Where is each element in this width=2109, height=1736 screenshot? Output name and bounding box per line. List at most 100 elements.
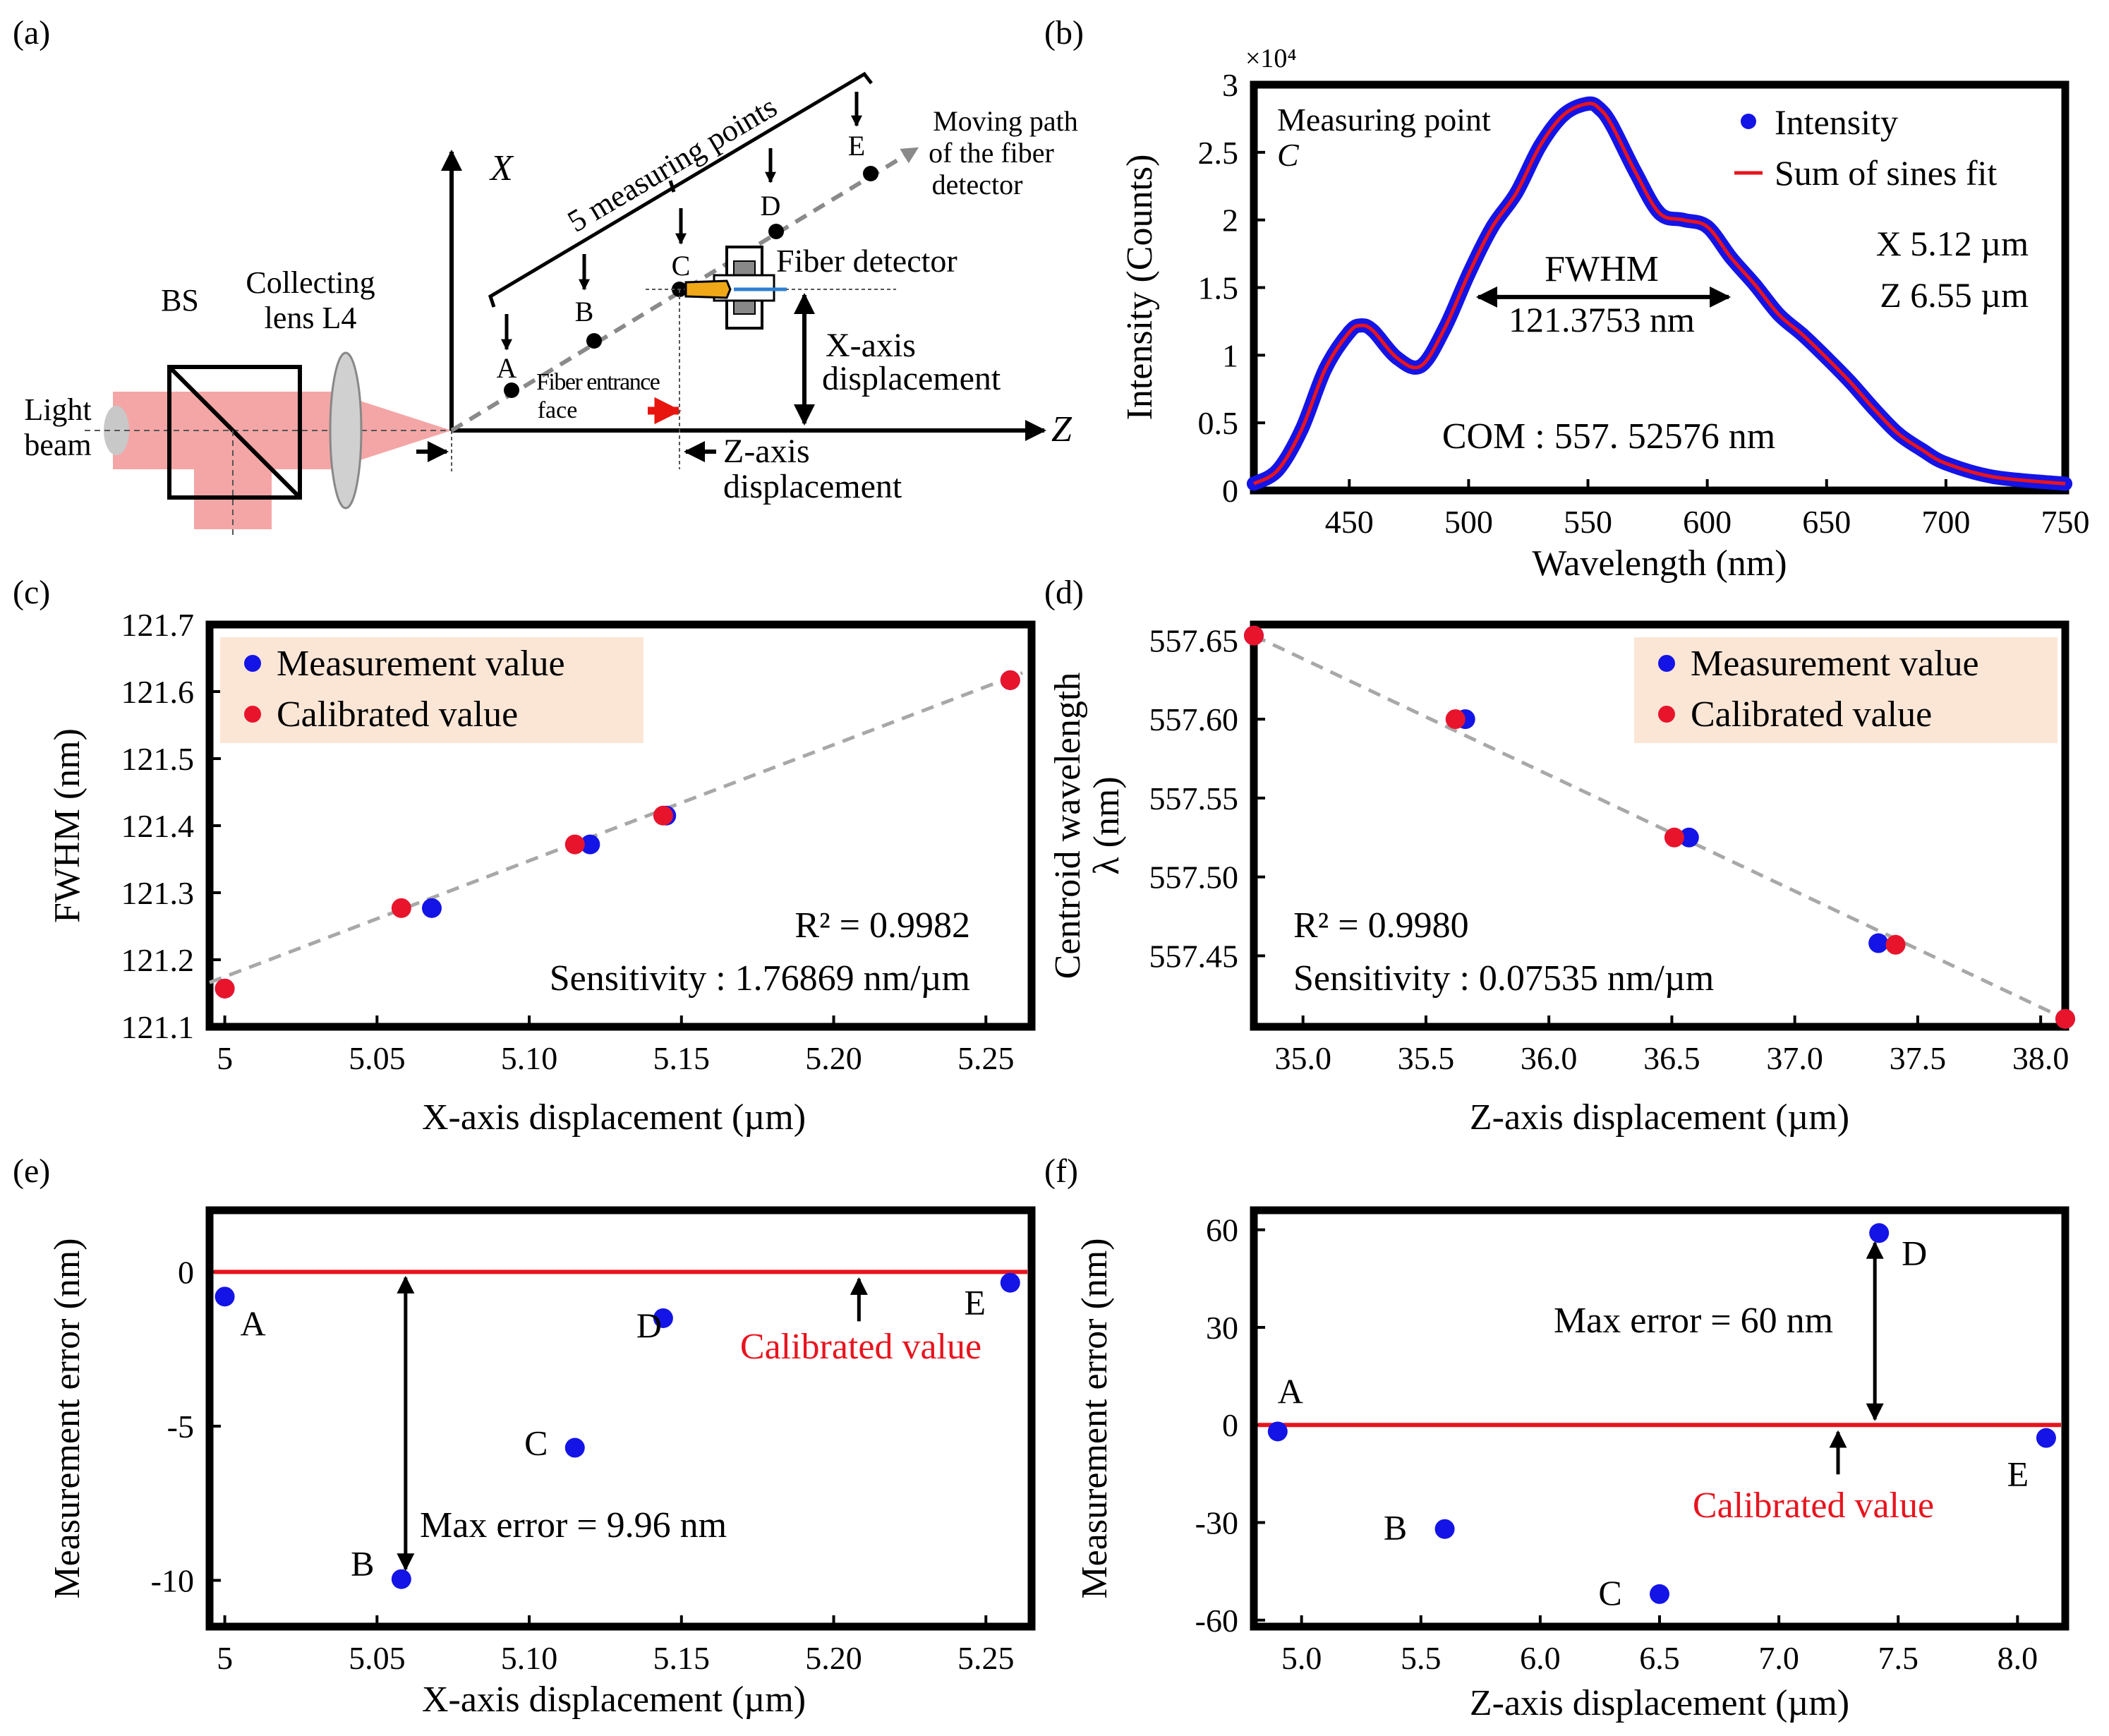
- moving-path-label: Moving path of the fiber detector: [929, 105, 1078, 200]
- y-tick-label: 121.7: [121, 607, 195, 643]
- y-tick-label: -5: [167, 1409, 194, 1445]
- chart-e-calibrated-label: Calibrated value: [740, 1327, 981, 1367]
- error-point: [391, 1569, 411, 1589]
- legend-c-calibrated-label: Calibrated value: [277, 694, 518, 735]
- panel-label-b: (b): [1044, 14, 1084, 52]
- y-tick-label: -60: [1195, 1603, 1238, 1639]
- calibrated-point: [564, 834, 585, 855]
- svg-text:A: A: [497, 352, 517, 384]
- centroid-vs-z-chart: 35.0 35.5 36.0 36.5 37.0 37.5 38.0 557.45 557.50…: [1048, 620, 2075, 1138]
- chart-b-y-multiplier: ×10⁴: [1245, 44, 1297, 73]
- y-tick-label: 557.65: [1149, 622, 1239, 658]
- y-tick-label: 30: [1206, 1310, 1238, 1346]
- error-point-label: B: [351, 1544, 374, 1584]
- legend-c-calibrated-marker: [244, 706, 261, 723]
- legend-d-measurement-marker: [1658, 655, 1675, 672]
- x-position-label: X 5.12 µm: [1876, 224, 2029, 263]
- fiber-detector-icon: [646, 246, 896, 330]
- fwhm-vs-x-chart: 5 5.05 5.10 5.15 5.20 5.25 121.1 121.2 121.3 121.…: [47, 607, 1036, 1138]
- y-tick-label: 2.5: [1198, 135, 1239, 171]
- chart-d-ylabel-line2: λ (nm): [1087, 776, 1127, 874]
- calibrated-point: [2055, 1008, 2075, 1029]
- chart-f-ylabel: Measurement error (nm): [1075, 1238, 1115, 1598]
- chart-f-xlabel: Z-axis displacement (µm): [1470, 1683, 1849, 1723]
- moving-path-line: [450, 146, 919, 433]
- y-tick-label: 557.50: [1149, 860, 1239, 896]
- x-tick-label: 500: [1444, 504, 1493, 540]
- chart-b-xlabel: Wavelength (nm): [1532, 543, 1787, 584]
- legend-intensity-label: Intensity: [1775, 102, 1898, 142]
- error-vs-z-chart: 5.0 5.5 6.0 6.5 7.0 7.5 8.0 60 30 0 -30 -60 A B C D E C…: [1075, 1206, 2069, 1723]
- x-tick-label: 35.5: [1398, 1040, 1455, 1076]
- error-point-label: C: [1598, 1573, 1621, 1613]
- chart-d-ylabel-line1: Centroid wavelength: [1048, 673, 1088, 979]
- x-tick-label: 5.5: [1401, 1640, 1442, 1676]
- measuring-point-label: Measuring point: [1277, 102, 1491, 138]
- y-tick-label: 0: [1222, 473, 1238, 509]
- plot-frame-e: [205, 1206, 1036, 1631]
- x-tick-label: 35.0: [1274, 1040, 1331, 1076]
- measuring-points-label: 5 measuring points: [562, 89, 782, 239]
- chart-c-xlabel: X-axis displacement (µm): [422, 1097, 806, 1138]
- tick-labels-d: 35.0 35.5 36.0 36.5 37.0 37.5 38.0 557.45 557.50…: [1149, 622, 2069, 1076]
- x-tick-label: 37.5: [1890, 1040, 1947, 1076]
- chart-c-r2: R² = 0.9982: [794, 905, 970, 946]
- y-tick-label: 121.1: [121, 1009, 195, 1045]
- moving-path-label-line1: Moving path: [933, 105, 1078, 137]
- x-tick-label: 5.25: [957, 1040, 1015, 1076]
- fiber-entrance-label-line2: face: [538, 397, 578, 423]
- y-tick-label: 121.3: [121, 875, 195, 911]
- x-tick-label: 38.0: [2012, 1040, 2069, 1076]
- x-displacement-label-line2: displacement: [822, 360, 1001, 397]
- measurement-point: [1679, 827, 1699, 848]
- chart-e-max-error: Max error = 9.96 nm: [420, 1505, 727, 1545]
- data-marks-e: A B C D E: [214, 1270, 1027, 1589]
- legend-intensity-marker: [1741, 114, 1756, 129]
- error-point: [1869, 1223, 1890, 1243]
- ticks-b: [1254, 83, 2067, 492]
- legend-fit-label: Sum of sines fit: [1775, 153, 1997, 193]
- error-point: [1650, 1584, 1669, 1604]
- x-tick-label: 600: [1683, 504, 1732, 540]
- calibrated-point: [1244, 625, 1264, 646]
- y-tick-label: -30: [1195, 1505, 1238, 1541]
- fiber-entrance-label-line1: Fiber entrance: [536, 369, 660, 395]
- error-point-label: D: [636, 1306, 662, 1345]
- x-tick-label: 36.5: [1643, 1040, 1700, 1076]
- error-point-label: C: [524, 1423, 548, 1463]
- collecting-lens: [329, 351, 363, 510]
- legend-d-background: [1634, 637, 2057, 743]
- schematic-diagram: BS Collecting lens L4 Light beam X Z Mov…: [24, 71, 1078, 536]
- x-tick-label: 450: [1325, 504, 1374, 540]
- z-displacement-label-line1: Z-axis: [723, 433, 810, 470]
- x-tick-label: 5.05: [349, 1640, 406, 1676]
- legend-c-background: [220, 637, 643, 743]
- svg-text:B: B: [575, 296, 594, 327]
- fwhm-value: 121.3753 nm: [1509, 300, 1695, 339]
- light-beam-label-line1: Light: [24, 392, 91, 427]
- measuring-point-d: D: [761, 148, 784, 239]
- x-displacement-label-line1: X-axis: [826, 327, 916, 364]
- calibrated-point: [391, 898, 411, 918]
- measuring-points-bracket: [488, 71, 873, 308]
- error-point-label: A: [241, 1303, 266, 1343]
- measuring-point-b: B: [575, 254, 602, 349]
- tick-labels-b: 450 500 550 600 650 700 750 0 0.5 1 1.5 2 2.5 3: [1198, 67, 2090, 540]
- x-tick-label: 5: [217, 1040, 233, 1076]
- x-tick-label: 650: [1802, 504, 1851, 540]
- x-tick-label: 5.25: [957, 1640, 1015, 1676]
- moving-path-label-line3: detector: [932, 169, 1023, 200]
- beam-splitter: [167, 365, 302, 500]
- measuring-point-e: E: [848, 92, 878, 181]
- x-tick-label: 37.0: [1766, 1040, 1823, 1076]
- legend-d-calibrated-marker: [1658, 706, 1675, 723]
- lens-label-line1: Collecting: [246, 265, 375, 300]
- x-tick-label: 5.15: [653, 1040, 711, 1076]
- chart-d-xlabel: Z-axis displacement (µm): [1470, 1097, 1849, 1138]
- error-point-label: D: [1902, 1233, 1927, 1272]
- legend-d-measurement-label: Measurement value: [1691, 644, 1979, 684]
- plot-frame-d: [1250, 620, 2069, 1031]
- calibrated-point: [214, 978, 235, 999]
- y-tick-label: 121.6: [121, 674, 195, 710]
